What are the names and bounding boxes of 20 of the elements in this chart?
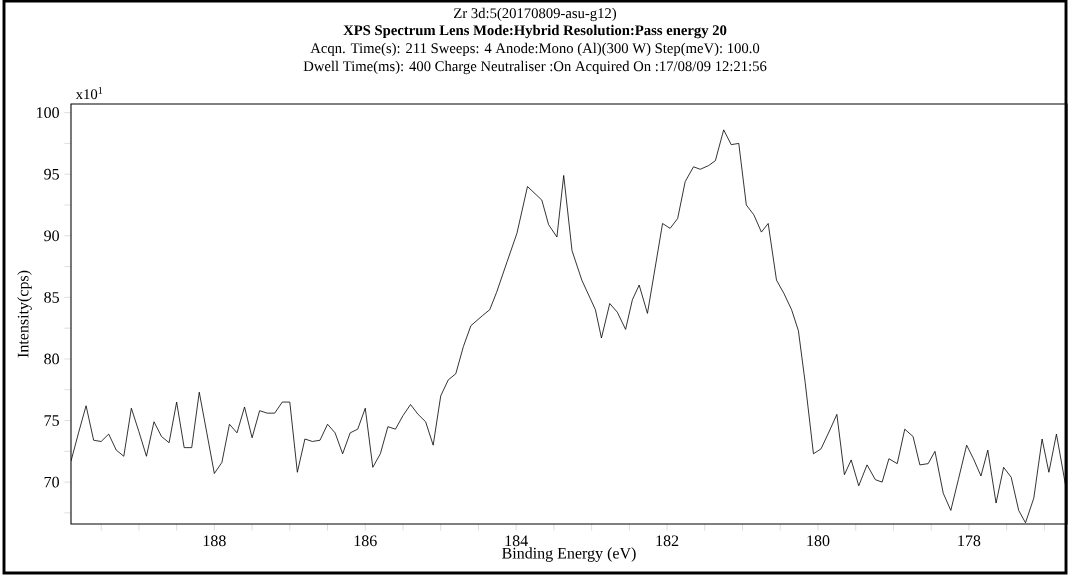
text: Dwell Time(ms): 400 Charge Neutraliser :On Acquired On :17/08/09 12:21:56: [303, 60, 767, 75]
x-tick-label: 182: [656, 535, 679, 547]
y-tick-label: 85: [44, 291, 59, 303]
chart-subtitle: XPS Spectrum Lens Mode:Hybrid Resolution:Pass energy 20: [343, 24, 727, 39]
y-tick-label: 75: [44, 415, 59, 426]
x-tick-label: 184: [505, 535, 528, 547]
y-tick-label: 100: [37, 107, 59, 119]
y-tick-label: 80: [44, 353, 59, 365]
y-axis-title: Intensity(cps): [17, 270, 32, 358]
text: x10$^{1}$: [75, 86, 103, 100]
y-tick-label: 70: [44, 476, 59, 488]
x-tick-label: 178: [958, 535, 981, 547]
chart-title: Zr 3d:5(20170809-asu-g12): [454, 7, 617, 22]
text: Acqn. Time(s): 211 Sweeps: 4 Anode:Mono (Al)(300 W) Step(meV): 100.0: [310, 42, 760, 57]
x-tick-label: 186: [354, 535, 377, 547]
x-tick-label: 180: [807, 535, 830, 547]
y-tick-label: 95: [44, 168, 59, 180]
x-axis-title: Binding Energy (eV): [502, 547, 636, 562]
y-tick-label: 90: [44, 230, 59, 242]
x-tick-label: 188: [203, 535, 226, 547]
